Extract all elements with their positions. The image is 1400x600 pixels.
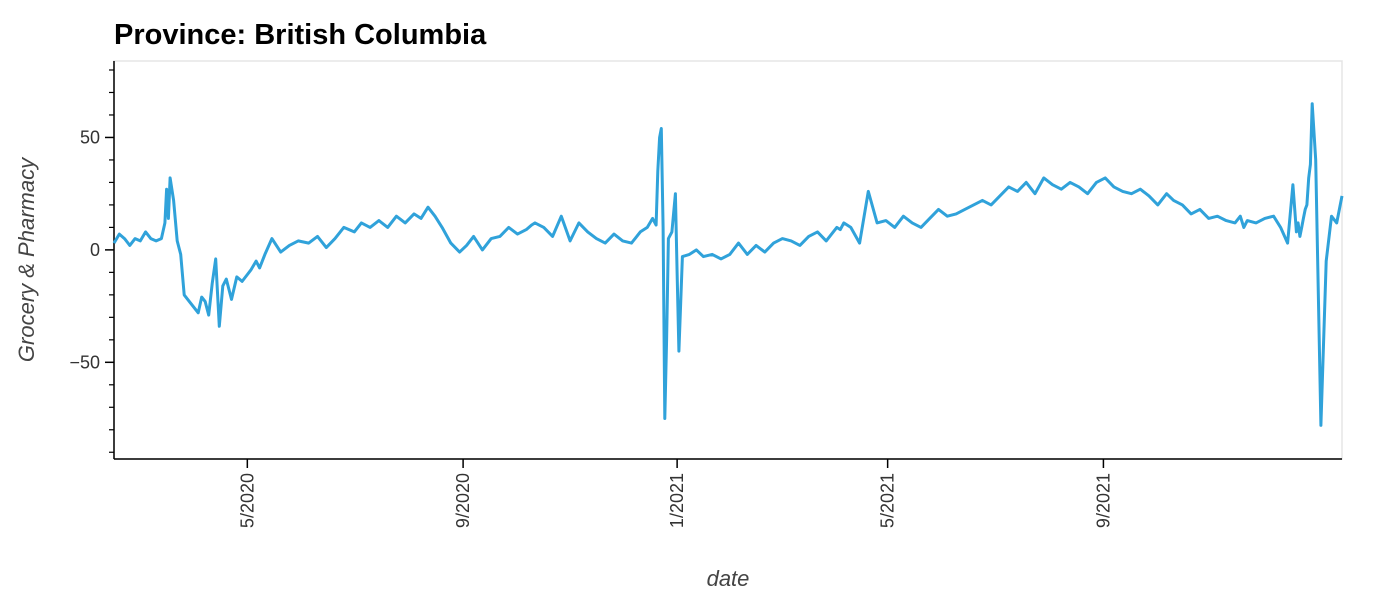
x-tick-label: 9/2020: [453, 473, 473, 528]
plot-frame: [113, 60, 1343, 460]
x-tick-label: 5/2020: [237, 473, 257, 528]
y-tick-label: −50: [69, 352, 100, 372]
chart-title: Province: British Columbia: [114, 19, 487, 51]
x-axis: 5/2020 9/2020 1/2021 5/2021 9/2021: [114, 458, 1342, 528]
x-tick-label: 5/2021: [878, 473, 898, 528]
y-axis: 50 0 −50: [69, 61, 115, 459]
series-line-grocery-pharmacy: [112, 102, 1344, 427]
y-axis-label: Grocery & Pharmacy: [14, 156, 39, 362]
x-tick-label: 1/2021: [667, 473, 687, 528]
y-axis-minor-ticks: [109, 69, 114, 453]
y-tick-label: 0: [90, 240, 100, 260]
x-tick-label: 9/2021: [1093, 473, 1113, 528]
x-axis-label: date: [707, 566, 750, 591]
y-tick-label: 50: [80, 127, 100, 147]
